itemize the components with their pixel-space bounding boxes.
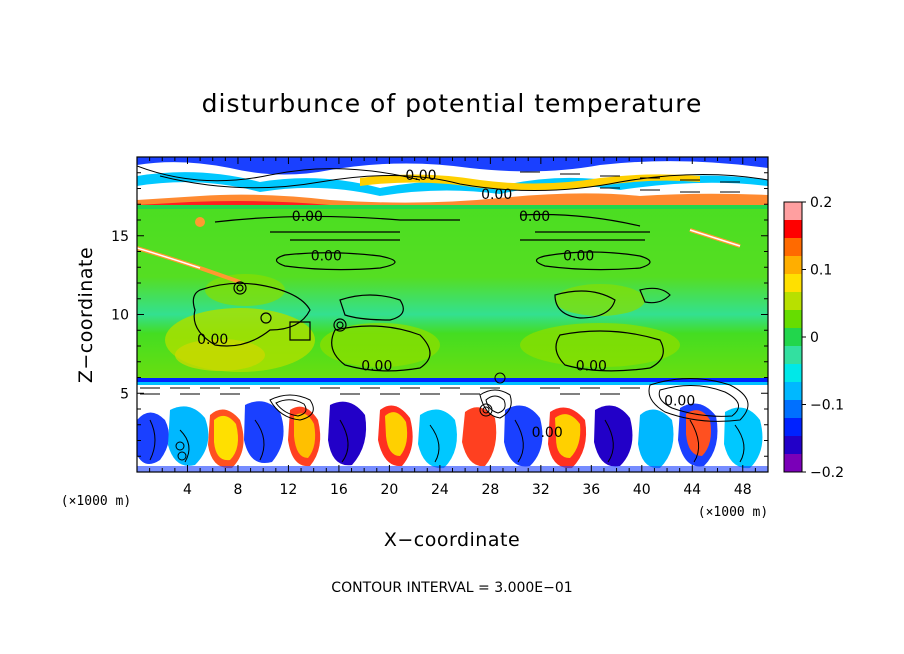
contour-label: 0.00 (664, 393, 695, 409)
plot-field (137, 157, 768, 472)
contour-label: 0.00 (311, 248, 342, 264)
contour-labels: 0.00 0.00 0.00 0.00 0.00 0.00 0.00 0.00 0.00 0.00… (197, 168, 695, 441)
contour-label: 0.00 (519, 209, 550, 225)
x-tick-label: 48 (734, 482, 752, 498)
x-tick-label: 28 (481, 482, 499, 498)
y-tick-label: 15 (111, 229, 129, 245)
colorbar-swatch (784, 274, 802, 293)
middle-layer (137, 217, 741, 372)
contour-label: 0.00 (361, 359, 392, 375)
colorbar-swatch (784, 364, 802, 383)
x-tick-label: 32 (532, 482, 550, 498)
colorbar: 0.2 0.1 0 −0.1 −0.2 (783, 195, 844, 481)
colorbar-swatch (784, 454, 802, 473)
lower-layer (137, 372, 768, 472)
z-unit-label-right: (×1000 m) (698, 505, 768, 520)
contour-label: 0.00 (292, 209, 323, 225)
zero-contours (192, 213, 671, 372)
upper-layer (137, 157, 768, 209)
colorbar-swatch (784, 382, 802, 401)
colorbar-swatch (784, 202, 802, 221)
colorbar-swatch (784, 418, 802, 437)
contour-label: 0.00 (481, 187, 512, 203)
colorbar-swatch (784, 328, 802, 347)
colorbar-swatch (784, 310, 802, 329)
x-tick-label: 4 (183, 482, 192, 498)
contour-label: 0.00 (532, 425, 563, 441)
contour-interval: CONTOUR INTERVAL = 3.000E−01 (331, 580, 572, 596)
colorbar-tick-label: 0.2 (810, 195, 832, 211)
x-tick-label: 8 (233, 482, 242, 498)
x-axis: 4 8 12 16 20 24 28 32 36 40 44 48 (149, 157, 756, 498)
colorbar-swatch (784, 238, 802, 257)
y-tick-label: 10 (111, 308, 129, 324)
contour-label: 0.00 (576, 359, 607, 375)
colorbar-swatch (784, 436, 802, 455)
x-tick-label: 40 (633, 482, 651, 498)
x-axis-label: X−coordinate (384, 529, 520, 551)
y-tick-label: 5 (120, 386, 129, 402)
x-tick-label: 24 (431, 482, 449, 498)
colorbar-tick-label: −0.1 (810, 398, 844, 414)
colorbar-tick-label: 0 (810, 330, 819, 346)
x-tick-label: 20 (380, 482, 398, 498)
colorbar-swatch (784, 256, 802, 275)
colorbar-swatch (784, 292, 802, 311)
x-tick-label: 44 (683, 482, 701, 498)
y-axis: 5 10 15 (111, 172, 768, 457)
contour-label: 0.00 (405, 168, 436, 184)
y-axis-label: Z−coordinate (75, 247, 97, 383)
colorbar-swatch (784, 400, 802, 419)
colorbar-swatch (784, 220, 802, 239)
x-tick-label: 16 (330, 482, 348, 498)
contour-label: 0.00 (563, 248, 594, 264)
x-tick-label: 12 (280, 482, 298, 498)
x-unit-label-left: (×1000 m) (61, 494, 131, 509)
colorbar-tick-label: 0.1 (810, 263, 832, 279)
colorbar-swatch (784, 346, 802, 365)
chart-title: disturbunce of potential temperature (202, 89, 703, 118)
x-tick-label: 36 (582, 482, 600, 498)
contour-label: 0.00 (197, 332, 228, 348)
colorbar-tick-label: −0.2 (810, 465, 844, 481)
